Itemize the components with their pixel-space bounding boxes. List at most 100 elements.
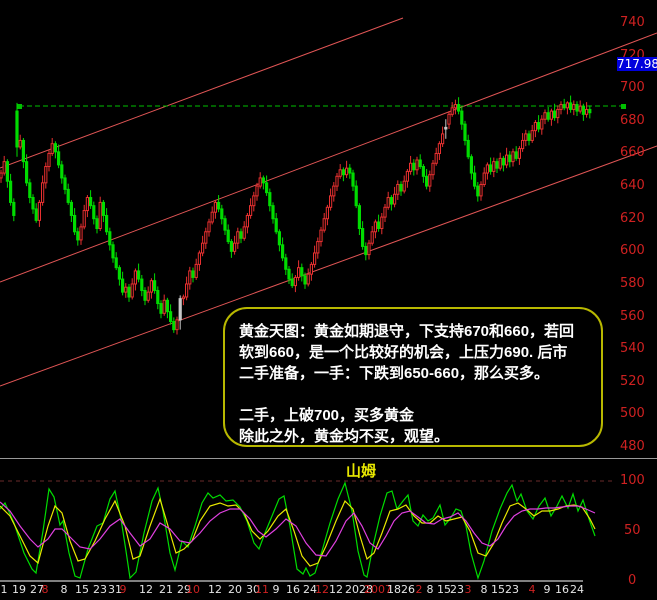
panel-divider <box>0 458 657 459</box>
candle-body <box>63 177 67 190</box>
candle-body <box>585 108 589 115</box>
date-axis-day-label: 18 <box>387 583 401 596</box>
candle-body <box>57 151 61 166</box>
candle-body <box>188 270 192 285</box>
candle-body <box>133 270 138 285</box>
candle-body <box>549 110 553 120</box>
date-axis: 1 19 27 8 8 15 23 31 9 12 21 29 10 12 20 30 11 9 16 24 12 12 2… <box>0 583 657 600</box>
candle-body <box>367 242 371 256</box>
candle-body <box>140 278 144 291</box>
date-axis-day-label: 12 <box>139 583 153 596</box>
date-axis-day-label: 1 <box>0 583 8 596</box>
candle-body <box>546 112 550 120</box>
candle-body <box>412 162 416 171</box>
candle-body <box>409 162 413 172</box>
candle-body <box>261 177 265 184</box>
candle-body <box>277 231 281 246</box>
candle-body <box>114 257 118 269</box>
note-line: 除此之外，黄金均不买，观望。 <box>239 428 450 445</box>
candle-body <box>194 263 198 278</box>
candle-body <box>137 270 141 280</box>
candle-body <box>524 133 528 141</box>
candle-body <box>226 229 230 243</box>
candle-body <box>335 175 339 187</box>
trend-channel-line[interactable] <box>0 32 657 283</box>
candle-body <box>575 104 579 112</box>
date-axis-day-label: 20 <box>345 583 359 596</box>
candlestick-chart-canvas[interactable] <box>0 0 657 459</box>
candle-body <box>44 166 48 184</box>
date-axis-day-label: 12 <box>208 583 222 596</box>
price-axis-label: 740 <box>620 15 645 30</box>
price-axis-label: 560 <box>620 308 645 324</box>
candle-body <box>453 104 457 109</box>
date-axis-day-label: 20 <box>228 583 242 596</box>
price-axis-label: 620 <box>620 210 645 226</box>
annotation-note-box[interactable]: 黄金天图：黄金如期退守，下支持670和660，若回 软到660，是一个比较好的机… <box>223 307 603 447</box>
line-handle[interactable] <box>17 104 22 109</box>
candle-body <box>213 201 218 213</box>
candle-body <box>364 245 368 256</box>
note-line <box>239 384 601 405</box>
candle-body <box>9 180 13 203</box>
candle-body <box>396 183 400 195</box>
candle-body <box>290 278 294 287</box>
date-axis-day-label: 15 <box>437 583 451 596</box>
date-axis-day-label: 15 <box>75 583 89 596</box>
candle-body <box>207 221 211 233</box>
price-axis-label: 480 <box>620 439 645 455</box>
candle-body <box>204 231 208 244</box>
candle-body <box>85 197 90 212</box>
candle-body <box>325 206 329 220</box>
candle-body <box>489 164 493 172</box>
candle-body <box>105 214 109 233</box>
oscillator-line-d <box>0 501 596 557</box>
candle-body <box>357 205 361 230</box>
candle-body <box>181 296 186 300</box>
date-axis-month-label: 2 <box>415 583 423 596</box>
candle-body <box>562 104 566 109</box>
candle-body <box>322 218 326 231</box>
oscillator-line-j <box>0 481 596 580</box>
date-axis-day-label: 24 <box>570 583 584 596</box>
candle-body <box>441 133 445 145</box>
candle-body <box>338 169 342 177</box>
candle-body <box>329 195 333 208</box>
candle-body <box>428 174 432 187</box>
candle-body <box>233 242 237 252</box>
candle-body <box>476 185 480 197</box>
candle-body <box>265 182 269 194</box>
candle-body <box>92 205 96 220</box>
candle-body <box>316 241 320 254</box>
candle-body <box>21 139 25 163</box>
date-axis-day-label: 9 <box>272 583 280 596</box>
candle-body <box>242 226 246 239</box>
trend-channel-line[interactable] <box>0 145 657 387</box>
oscillator-axis-label: 0 <box>628 573 637 588</box>
note-line: 二手，上破700，买多黄金 <box>239 407 415 424</box>
oscillator-chart-canvas[interactable] <box>0 459 657 600</box>
candle-body <box>309 263 313 275</box>
candle-body <box>415 159 419 171</box>
price-axis-label: 580 <box>620 275 645 291</box>
candle-body <box>495 161 499 169</box>
candle-body <box>281 244 285 259</box>
candle-body <box>466 139 470 158</box>
date-axis-month-label: 4 <box>528 583 536 596</box>
candle-body <box>469 156 473 174</box>
candle-body <box>185 283 189 298</box>
candle-body <box>319 229 323 243</box>
date-axis-day-label: 9 <box>543 583 551 596</box>
trend-channel-line[interactable] <box>0 17 404 169</box>
candle-body <box>370 231 374 244</box>
line-handle[interactable] <box>621 104 626 109</box>
candle-body <box>66 188 70 203</box>
candle-body <box>121 278 125 293</box>
date-axis-day-label: 31 <box>108 583 122 596</box>
candle-body <box>578 105 582 112</box>
candle-body <box>565 102 569 109</box>
candle-body <box>12 201 16 216</box>
candle-body <box>383 206 387 218</box>
candle-body <box>559 104 563 110</box>
candle-body <box>447 113 451 125</box>
